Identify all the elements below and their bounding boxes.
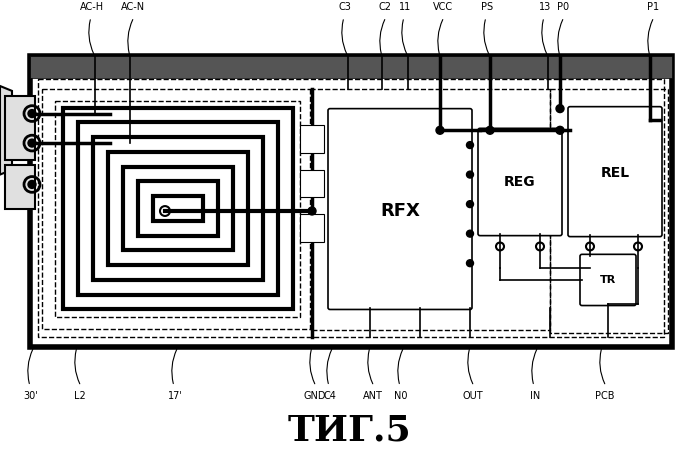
Bar: [550, 89, 668, 333]
Text: RFX: RFX: [380, 202, 420, 220]
Polygon shape: [0, 86, 12, 175]
Bar: [123, 167, 233, 250]
Bar: [93, 137, 263, 280]
Text: REG: REG: [504, 175, 536, 189]
Text: L2: L2: [74, 391, 86, 401]
Text: AC-H: AC-H: [80, 2, 104, 12]
Text: 11: 11: [399, 2, 411, 12]
Text: REL: REL: [600, 166, 630, 179]
Bar: [108, 152, 248, 265]
FancyBboxPatch shape: [568, 106, 662, 237]
Bar: [63, 108, 293, 309]
Bar: [30, 56, 672, 78]
Circle shape: [28, 139, 36, 147]
Circle shape: [28, 110, 36, 118]
Circle shape: [28, 180, 36, 189]
Bar: [300, 125, 324, 153]
Text: C4: C4: [324, 391, 336, 401]
Text: IN: IN: [530, 391, 540, 401]
Text: C2: C2: [378, 2, 391, 12]
Text: 30': 30': [24, 391, 38, 401]
Text: AC-N: AC-N: [121, 2, 145, 12]
Text: PCB: PCB: [596, 391, 614, 401]
Text: 13: 13: [539, 2, 551, 12]
Bar: [153, 196, 203, 221]
Bar: [38, 79, 664, 337]
Bar: [42, 89, 312, 329]
Text: TR: TR: [600, 275, 616, 285]
FancyBboxPatch shape: [478, 129, 562, 235]
Circle shape: [556, 126, 564, 134]
Text: VCC: VCC: [433, 2, 453, 12]
Bar: [78, 122, 278, 295]
Circle shape: [308, 207, 316, 215]
Bar: [5, 165, 35, 209]
Circle shape: [486, 126, 494, 134]
Text: C3: C3: [338, 2, 352, 12]
Circle shape: [556, 105, 564, 113]
Bar: [300, 214, 324, 242]
Bar: [138, 181, 218, 235]
Text: ΤИГ.5: ΤИГ.5: [288, 414, 412, 447]
Circle shape: [466, 142, 473, 148]
Text: P1: P1: [647, 2, 659, 12]
Circle shape: [466, 171, 473, 178]
Text: OUT: OUT: [463, 391, 483, 401]
Text: GND: GND: [304, 391, 326, 401]
Text: PS: PS: [481, 2, 493, 12]
Bar: [55, 101, 300, 318]
Circle shape: [466, 230, 473, 237]
Text: ANT: ANT: [363, 391, 383, 401]
Circle shape: [436, 126, 444, 134]
FancyBboxPatch shape: [580, 254, 636, 305]
Circle shape: [466, 260, 473, 267]
Circle shape: [466, 201, 473, 207]
Bar: [300, 170, 324, 197]
Text: 17': 17': [168, 391, 182, 401]
Bar: [310, 89, 550, 330]
Bar: [5, 96, 35, 160]
Bar: [30, 56, 672, 347]
Text: P0: P0: [557, 2, 569, 12]
FancyBboxPatch shape: [328, 109, 472, 309]
Text: N0: N0: [394, 391, 408, 401]
